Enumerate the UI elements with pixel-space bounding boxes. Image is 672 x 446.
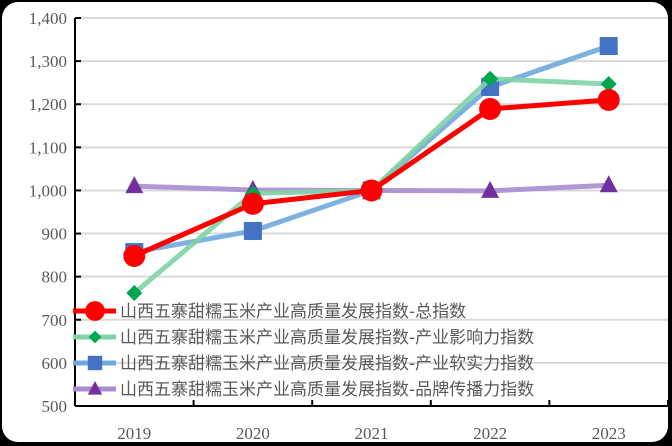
x-tick-label: 2023 [592, 424, 626, 443]
y-tick-label: 800 [42, 268, 68, 287]
y-tick-label: 900 [42, 225, 68, 244]
legend-item: 山西五寨甜糯玉米产业高质量发展指数-品牌传播力指数 [73, 380, 534, 400]
y-tick-label: 1,000 [29, 181, 67, 200]
y-tick-label: 1,300 [29, 52, 67, 71]
x-tick-label: 2021 [355, 424, 389, 443]
gridlines [75, 17, 668, 407]
legend: 山西五寨甜糯玉米产业高质量发展指数-总指数山西五寨甜糯玉米产业高质量发展指数-产… [73, 301, 534, 400]
y-tick-label: 1,200 [29, 95, 67, 114]
legend-item: 山西五寨甜糯玉米产业高质量发展指数-产业影响力指数 [73, 328, 534, 348]
legend-label: 山西五寨甜糯玉米产业高质量发展指数-品牌传播力指数 [120, 380, 534, 400]
legend-item: 山西五寨甜糯玉米产业高质量发展指数-总指数 [73, 301, 466, 322]
legend-label: 山西五寨甜糯玉米产业高质量发展指数-总指数 [120, 302, 466, 322]
x-tick-label: 2019 [117, 424, 151, 443]
x-tick-label: 2020 [236, 424, 270, 443]
y-tick-label: 700 [42, 311, 68, 330]
x-tick-label: 2022 [473, 424, 507, 443]
y-tick-label: 1,400 [29, 9, 67, 28]
y-tick-label: 500 [42, 397, 68, 416]
legend-label: 山西五寨甜糯玉米产业高质量发展指数-产业软实力指数 [120, 354, 534, 374]
y-tick-label: 1,100 [29, 138, 67, 157]
chart-frame [2, 2, 668, 442]
legend-item: 山西五寨甜糯玉米产业高质量发展指数-产业软实力指数 [73, 354, 534, 374]
y-tick-label: 600 [42, 354, 68, 373]
series-line [123, 88, 620, 267]
legend-label: 山西五寨甜糯玉米产业高质量发展指数-产业影响力指数 [120, 328, 534, 348]
